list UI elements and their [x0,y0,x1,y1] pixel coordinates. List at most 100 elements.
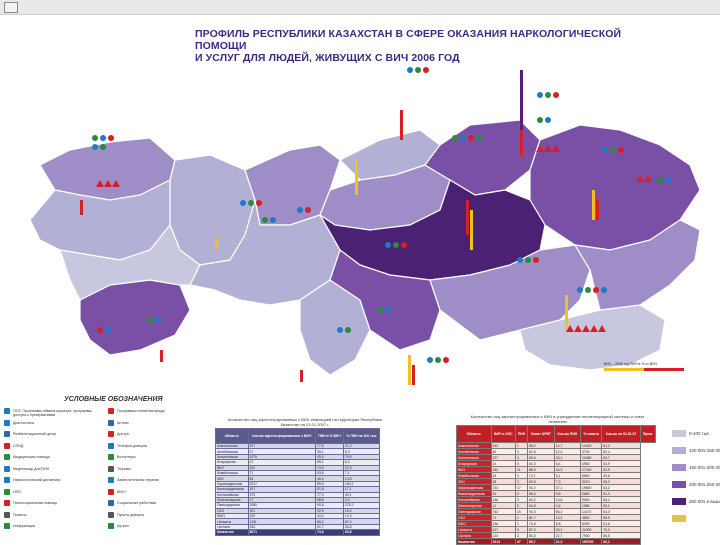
eye-icon [108,523,114,529]
table2-wrapper: Область ВИЧ в УИС ПИН Охват АРВТ Кол-во ПИН%… [456,425,657,545]
legend-item-label: Заместительная терапия [117,478,159,482]
table2-row: Кызылординская 50 0 56,0 6,8 2660 51,3 [456,490,656,497]
table2-total-cell: Казахстан [456,538,492,545]
legend-swatch [672,430,686,437]
region-almaty [429,244,591,341]
table2-total-cell: 60,1 [601,538,641,545]
legend-right-item: 250 001 и выше [672,498,720,508]
house-icon [4,431,10,437]
table2-heading: Количество лиц зарегистрированных с ВИЧ … [470,414,645,424]
region-almaty-south [519,304,666,371]
bottle-icon [108,419,114,426]
bar-east [592,190,595,220]
window-top-bar [0,0,720,15]
table1-heading: Количество лиц зарегистрированных с ВИЧ … [227,417,383,427]
pill-icon [108,477,114,483]
table1-row: Актюбинская 37 35,1 5,3 [215,448,381,455]
legend-right-item: 0-100 тыс [672,430,720,440]
table2-total-cell: 85,7 [526,538,555,545]
syringe-icon [4,408,10,414]
heart-icon [108,488,114,495]
legend-item-label: НПО [13,489,21,494]
bar-akmola [400,110,403,140]
legend-item-label: СПИД [13,443,24,448]
table2-header-cell: % охвата [580,425,603,443]
circle-icon [4,419,10,426]
key-icon [108,500,114,506]
legend-item-label: Реабилитационный центр [13,432,57,436]
app-logo-icon [4,2,18,13]
warning-triangles [96,145,652,332]
legend-right-item: 200 001-250 000 [672,481,720,491]
data-bars [80,70,599,385]
legend-right-label: 150 001-200 000 [689,465,720,470]
legend-swatch [672,464,686,471]
title-line-1: ПРОФИЛЬ РЕСПУБЛИКИ КАЗАХСТАН В СФЕРЕ ОКА… [195,28,622,52]
table1: Область Кол-во зарегистрированных с ВИЧ ПИ… [215,428,381,536]
legend-right-label: 0-100 тыс [689,431,710,436]
table1-header-cell: Область [215,428,249,444]
legend-right-item: 150 001-200 000 [672,464,720,474]
table1-header-cell: Кол-во зарегистрированных с ВИЧ [247,428,317,444]
scale-note-text: ВИЧ – 2006 год ПИН в % от ВИЧ [604,362,657,366]
table2-total-row: Казахстан 3214 67 85,7 21,3 150760 60,1 [456,538,656,545]
legend-item-label: Медицинская помощь [13,455,50,459]
table1-row: Кызылординская 107 51,8 17,1 [215,486,381,493]
person-icon [4,477,10,483]
legend-swatch [672,481,686,488]
legend-item-label: Аптеки [117,420,129,425]
legend-right-item: 100 001-150 000 [672,447,720,457]
bar-karaganda [466,200,469,235]
book-icon [4,523,10,529]
legend-item-label: Программы снижения вреда [117,409,165,413]
table2-row: Актюбинская 40 0 62,5 12,0 3700 52,4 [456,448,656,455]
table2-header-cell: Охват АРВТ [526,425,555,443]
cup-icon [108,511,114,518]
legend-right-label: 250 001 и выше [689,499,720,504]
table1-total-cell: Казахстан [215,529,249,536]
table2: Область ВИЧ в УИС ПИН Охват АРВТ Кол-во ПИН%… [456,425,657,545]
table1-wrapper: Область Кол-во зарегистрированных с ВИЧ ПИ… [215,428,381,536]
alert-icon [4,500,10,506]
table2-total-cell: 67 [515,538,528,545]
legend-item-label: Информация [13,524,36,528]
table1-row: ЮКО 320 44,4 14,3 [215,513,381,520]
legend-item-label: Наркологический диспансер [13,478,61,482]
map-svg [29,67,701,385]
legend-title: УСЛОВНЫЕ ОБОЗНАЧЕНИЯ [64,396,163,403]
table1-cell: Кызылординская [215,486,249,493]
legend-right-label: 200 001-250 000 [689,482,720,487]
table2-total-cell: 150760 [580,538,603,545]
table2-row: г.Алматы 417 9 87,3 33,1 21900 70,0 [456,526,656,533]
gear-icon [4,511,10,518]
group-icon [4,488,10,495]
badge-icon [108,408,114,414]
bar-almaty [565,295,568,330]
bar-west [80,200,83,215]
legend-item-label: Аутрич [117,524,129,528]
table1-row: г.Астана 154 51,7 26,8 [215,523,381,531]
legend-item-label: ВИЧ+ [117,489,127,494]
table2-header-cell: ВИЧ в УИС [490,425,517,443]
table1-header-cell: % ПИН на 100 тыс [342,428,381,444]
drop-icon [4,454,10,460]
table2-header-cell: Область [456,425,492,443]
table1-total-cell: 8071 [247,529,317,536]
table1-row: Карагандинская 2017 89,5 150,2 [215,480,381,488]
table2-header-cell: Кол-во ПИН [553,425,582,443]
table2-total-cell: 3214 [490,538,517,545]
region-east-small [574,219,701,311]
legend-item-label: Доступ [117,432,129,436]
table2-row: Костанайская 146 3 84,2 13,6 9540 65,2 [456,496,656,503]
plus-icon [4,465,10,472]
phone-icon [108,442,114,449]
legend-right-item [672,515,720,525]
legend-item-label: Психосоциальная помощь [13,501,58,505]
title-line-2: И УСЛУГ ДЛЯ ЛЮДЕЙ, ЖИВУЩИХ С ВИЧ 2006 ГО… [195,52,460,64]
legend-item-label: Медпомощь для ПИН [13,466,50,471]
table2-row: Акмолинская 152 1 85,0 12,7 14420 61,2 [456,442,656,449]
table2-row: Павлодарская 752 15 94,3 56,2 14170 64,3 [456,508,656,515]
table2-row: Карагандинская 733 17 92,2 37,1 19800 63,2 [456,484,656,491]
cross-icon [4,442,10,449]
legend-item-label: ПОЗ, Программы обмена шприцев, программы… [13,409,92,417]
